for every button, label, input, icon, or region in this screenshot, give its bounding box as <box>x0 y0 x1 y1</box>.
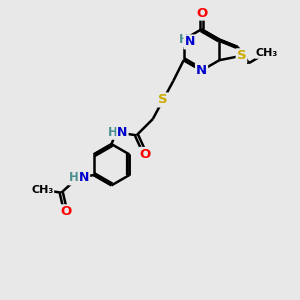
Text: H: H <box>107 126 117 139</box>
Text: N: N <box>79 172 89 184</box>
Text: N: N <box>117 126 128 139</box>
Text: N: N <box>184 35 195 48</box>
Text: O: O <box>60 205 71 218</box>
Text: CH₃: CH₃ <box>255 48 278 58</box>
Text: S: S <box>237 49 246 62</box>
Text: N: N <box>196 64 207 77</box>
Text: H: H <box>69 172 79 184</box>
Text: O: O <box>140 148 151 161</box>
Text: S: S <box>158 93 168 106</box>
Text: CH₃: CH₃ <box>31 185 53 195</box>
Text: H: H <box>179 33 189 46</box>
Text: O: O <box>196 7 207 20</box>
